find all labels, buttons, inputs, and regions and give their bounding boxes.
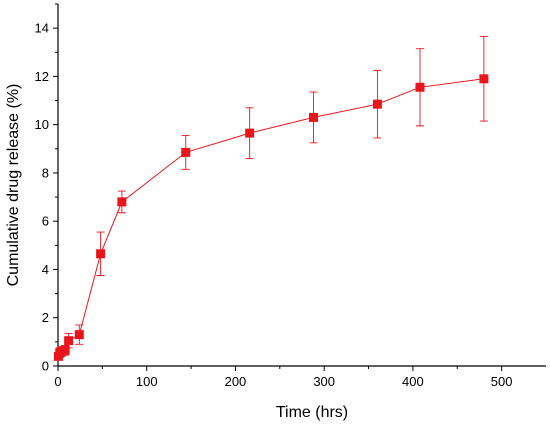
x-axis-ticks: 0 100 200 300 400 500 bbox=[54, 366, 512, 389]
y-axis-ticks: 0 2 4 6 8 10 12 14 bbox=[35, 3, 58, 374]
data-point bbox=[181, 147, 191, 157]
data-point bbox=[96, 249, 106, 259]
y-tick-label: 0 bbox=[42, 359, 49, 374]
data-point bbox=[64, 336, 74, 346]
x-tick-label: 400 bbox=[402, 374, 424, 389]
x-axis-label: Time (hrs) bbox=[276, 404, 348, 421]
data-markers bbox=[53, 74, 489, 361]
x-tick-label: 100 bbox=[136, 374, 158, 389]
data-point bbox=[479, 74, 489, 84]
x-tick-label: 0 bbox=[54, 374, 61, 389]
x-tick-label: 300 bbox=[313, 374, 335, 389]
y-tick-label: 8 bbox=[42, 165, 49, 180]
data-point bbox=[117, 197, 127, 207]
data-point bbox=[309, 112, 319, 122]
y-tick-label: 4 bbox=[42, 262, 49, 277]
y-tick-label: 12 bbox=[35, 69, 49, 84]
data-point bbox=[60, 345, 70, 355]
y-axis-label: Cumulative drug release (%) bbox=[5, 84, 22, 287]
data-point bbox=[415, 82, 425, 92]
x-tick-label: 500 bbox=[491, 374, 513, 389]
data-point bbox=[245, 128, 255, 138]
y-tick-label: 10 bbox=[35, 117, 49, 132]
y-tick-label: 6 bbox=[42, 214, 49, 229]
y-tick-label: 14 bbox=[35, 21, 49, 36]
axis-frame bbox=[57, 4, 546, 367]
data-point bbox=[74, 330, 84, 340]
data-point bbox=[372, 99, 382, 109]
y-tick-label: 2 bbox=[42, 310, 49, 325]
x-tick-label: 200 bbox=[225, 374, 247, 389]
